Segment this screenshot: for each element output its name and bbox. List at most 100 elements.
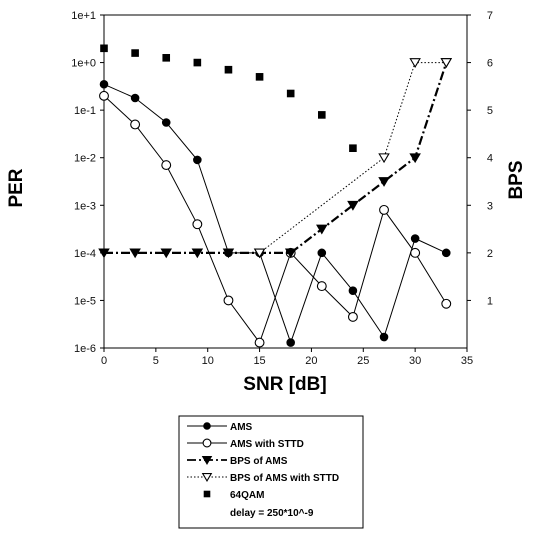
- x-axis-title: SNR [dB]: [243, 374, 326, 395]
- x-tick-label: 20: [305, 355, 317, 367]
- data-point: [349, 144, 357, 152]
- y2-tick-label: 7: [487, 10, 493, 22]
- legend-box: [178, 415, 364, 529]
- data-point: [193, 58, 202, 67]
- legend-entry: AMS with STTD: [187, 438, 304, 450]
- data-point: [224, 65, 233, 74]
- data-point: [316, 224, 328, 235]
- data-point: [161, 118, 171, 127]
- data-point: [254, 337, 265, 348]
- legend-label: BPS of AMS: [230, 456, 288, 467]
- data-point: [348, 286, 358, 296]
- data-point: [379, 332, 389, 342]
- data-point: [410, 247, 421, 258]
- data-point: [286, 338, 295, 347]
- data-point: [318, 111, 326, 119]
- data-point: [317, 248, 327, 258]
- legend-label: AMS: [230, 422, 253, 433]
- data-point: [409, 153, 421, 164]
- data-point: [347, 200, 359, 211]
- y2-tick-label: 2: [487, 248, 493, 260]
- data-point: [379, 204, 389, 215]
- legend-entry: 64QAM: [203, 490, 264, 501]
- y-tick-label: 1e-5: [74, 295, 96, 307]
- x-tick-label: 5: [153, 355, 159, 367]
- x-tick-label: 35: [461, 355, 473, 367]
- data-point: [440, 58, 453, 68]
- legend-entries: AMS AMS with STTD BPS of AMS BPS of AMS wit…: [187, 422, 339, 501]
- data-point: [193, 155, 202, 165]
- data-point: [191, 248, 204, 259]
- data-point: [129, 248, 141, 259]
- x-tick-label: 0: [101, 355, 107, 367]
- y-tick-label: 1e+1: [71, 10, 96, 22]
- series-ams-with-sttd: [99, 90, 452, 348]
- legend-label: BPS of AMS with STTD: [230, 473, 339, 484]
- y-tick-label: 1e-6: [74, 343, 96, 355]
- data-point: [131, 49, 139, 57]
- x-tick-label: 10: [202, 355, 214, 367]
- series-bps-of-ams-with-sttd: [253, 58, 453, 259]
- legend-marker: [201, 456, 213, 465]
- data-point: [378, 153, 390, 164]
- series-line: [259, 62, 447, 254]
- data-point: [98, 248, 110, 259]
- y2-tick-label: 5: [487, 105, 493, 117]
- legend: AMS AMS with STTD BPS of AMS BPS of AMS wit…: [178, 415, 364, 529]
- series-64qam: [100, 44, 357, 152]
- x-tick-label: 25: [357, 355, 369, 367]
- data-point: [160, 248, 172, 259]
- data-point: [316, 281, 327, 292]
- legend-marker: [203, 490, 211, 498]
- legend-entry: BPS of AMS: [187, 456, 288, 467]
- legend-marker: [202, 438, 212, 448]
- y-axis-ticks: 1e+1 1e+0 1e-1 1e-2 1e-3 1e-4 1e-5 1e-6: [71, 10, 104, 355]
- y2-tick-label: 3: [487, 200, 493, 212]
- y-axis-title: PER: [6, 168, 27, 207]
- y-tick-label: 1e-1: [74, 105, 96, 117]
- data-point: [441, 248, 451, 258]
- data-point: [378, 177, 390, 187]
- x-tick-label: 15: [253, 355, 265, 367]
- y2-axis-ticks: 1 2 3 4 5 6 7: [467, 10, 493, 307]
- data-point: [222, 248, 235, 259]
- legend-label: AMS with STTD: [230, 439, 304, 450]
- plot-area: [103, 14, 468, 349]
- x-axis-ticks: 0 5 10 15 20 25 30 35: [101, 348, 473, 367]
- data-point: [130, 119, 141, 130]
- data-point: [410, 234, 420, 243]
- legend-entry: BPS of AMS with STTD: [187, 473, 339, 484]
- data-point: [253, 248, 266, 259]
- y-tick-label: 1e-2: [74, 153, 96, 165]
- data-point: [223, 295, 234, 306]
- y-tick-label: 1e+0: [71, 58, 96, 70]
- data-point: [441, 298, 452, 309]
- y2-tick-label: 6: [487, 58, 493, 70]
- data-point: [347, 311, 358, 322]
- y-tick-label: 1e-3: [74, 200, 96, 212]
- data-point: [161, 160, 172, 171]
- y2-tick-label: 4: [487, 153, 493, 165]
- legend-marker: [201, 473, 213, 482]
- data-point: [100, 44, 108, 53]
- data-point: [130, 93, 140, 103]
- series-layer: [98, 44, 453, 348]
- y2-tick-label: 1: [487, 295, 493, 307]
- legend-label: 64QAM: [230, 490, 264, 501]
- legend-entry: AMS: [187, 422, 253, 433]
- data-point: [284, 248, 297, 259]
- data-point: [286, 89, 295, 98]
- series-bps-of-ams: [98, 58, 453, 259]
- data-point: [99, 79, 109, 89]
- y-tick-label: 1e-4: [74, 248, 96, 260]
- x-tick-label: 30: [409, 355, 421, 367]
- data-point: [162, 54, 171, 62]
- data-point: [192, 219, 203, 230]
- y2-axis-title: BPS: [506, 160, 527, 199]
- data-point: [99, 90, 109, 101]
- legend-marker: [203, 422, 211, 430]
- data-point: [255, 73, 264, 81]
- series-line: [103, 95, 447, 344]
- data-point: [409, 58, 421, 68]
